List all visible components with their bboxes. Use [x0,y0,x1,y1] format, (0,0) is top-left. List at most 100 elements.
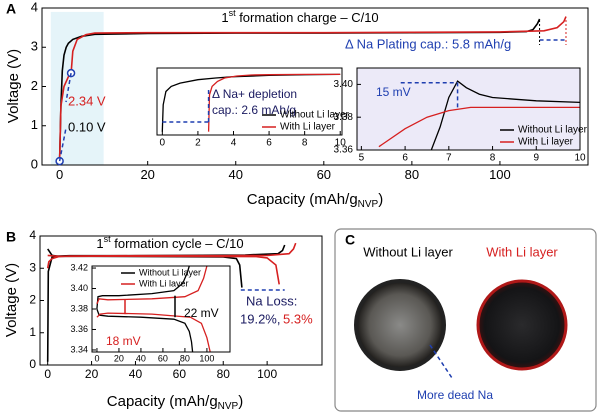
x-tick-label: 0 [56,167,63,182]
annotation: 22 mV [184,306,219,320]
y-tick-label: 0 [29,357,36,371]
dish-with-li [476,279,568,371]
y-tick-label: 3 [29,260,36,274]
x-tick-label: 7 [446,153,452,164]
legend-label: Without Li layer [280,110,350,121]
data-line [207,73,341,132]
y-tick-label: 3.38 [70,303,88,313]
dish-without-li [354,279,446,371]
title-part: 1 [221,10,228,25]
chart-title: 1st formation charge – C/10 [221,8,378,25]
x-tick-label: 0 [44,367,51,381]
y-tick-label: 4 [29,228,36,242]
x-tick-label: 80 [217,367,231,381]
title-sup: st [104,234,112,244]
annotation: Na Loss: [246,293,297,308]
x-tick-label: 6 [402,153,408,164]
title-part: 1 [96,236,103,251]
y-tick-label: 3.40 [70,283,88,293]
caption: Without Li layer [363,244,453,259]
y-tick-label: 1 [29,325,36,339]
x-tick-label: 8 [490,153,496,164]
legend-label: With Li layer [139,278,189,288]
label-part: ) [378,191,383,208]
legend-label: With Li layer [518,137,574,148]
y-tick-label: 2 [31,78,38,93]
y-tick-label: 3 [31,39,38,54]
title-part: formation charge – C/10 [236,10,379,25]
x-axis-label: Capacity (mAh/gNVP) [107,393,243,412]
inset-background [157,68,342,135]
caption: With Li layer [486,244,558,259]
y-tick-label: 3.40 [334,79,354,90]
arrow [65,73,72,103]
x-tick-label: 9 [533,153,539,164]
x-tick-label: 20 [114,354,124,364]
x-tick-label: 0 [160,138,166,149]
plot-frame [156,67,343,136]
y-tick-label: 4 [31,0,38,14]
x-tick-label: 80 [180,354,190,364]
y-axis-label: Voltage (V) [3,263,20,337]
y-tick-label: 0 [31,156,38,171]
data-line [378,106,580,148]
plot-frame [91,265,231,353]
x-tick-label: 60 [173,367,187,381]
label-part: ) [238,393,243,410]
panel-label: B [6,229,16,245]
x-tick-label: 40 [136,354,146,364]
data-line [47,254,280,285]
legend-label: Without Li layer [518,125,588,136]
y-axis-label: Voltage (V) [5,49,22,123]
annotation: Δ Na+ depletion [212,87,297,101]
y-tick-label: 3.34 [70,344,88,354]
x-tick-label: 20 [85,367,99,381]
x-tick-label: 60 [317,167,331,182]
data-line [58,16,567,162]
y-tick-label: 2 [29,293,36,307]
x-tick-label: 100 [257,367,277,381]
annotation: 5.3% [283,311,313,326]
plot-frame [39,235,323,366]
label-sub: NVP [358,199,379,210]
label-part: Capacity (mAh/g [107,393,218,410]
x-tick-label: 60 [158,354,168,364]
legend-label: Without Li layer [139,267,201,277]
chart-title: 1st formation cycle – C/10 [96,234,243,251]
x-tick-label: 5 [359,153,365,164]
plot-frame [41,7,589,166]
plot-frame [356,67,581,151]
x-tick-label: 0 [94,354,99,364]
title-part: formation cycle – C/10 [111,236,244,251]
label-part: Capacity (mAh/g [247,191,358,208]
x-tick-label: 10 [574,153,586,164]
x-tick-label: 4 [231,138,237,149]
y-tick-label: 1 [31,117,38,132]
x-tick-label: 80 [405,167,419,182]
annotation: 2.34 V [68,93,106,108]
y-tick-label: 3.36 [70,324,88,334]
data-line [96,312,211,352]
panel-label: C [345,232,355,248]
x-tick-label: 2 [195,138,201,149]
y-tick-label: 3.38 [334,112,354,123]
annotation: 19.2%, [240,311,280,326]
legend-label: With Li layer [280,122,336,133]
label-sub: NVP [218,401,239,412]
x-tick-label: 100 [199,354,214,364]
data-line [96,266,190,310]
x-tick-label: 40 [229,167,243,182]
arrow [58,127,67,162]
x-tick-label: 100 [489,167,511,182]
title-sup: st [229,8,237,18]
annotation: 18 mV [106,334,141,348]
x-tick-label: 40 [129,367,143,381]
annotation: 15 mV [376,85,411,99]
x-tick-label: 8 [302,138,308,149]
annotation: cap.: 2.6 mAh/g [212,103,296,117]
data-line [96,266,208,305]
x-tick-label: 6 [266,138,272,149]
y-tick-label: 3.36 [334,145,354,156]
panel-label: A [6,1,16,17]
